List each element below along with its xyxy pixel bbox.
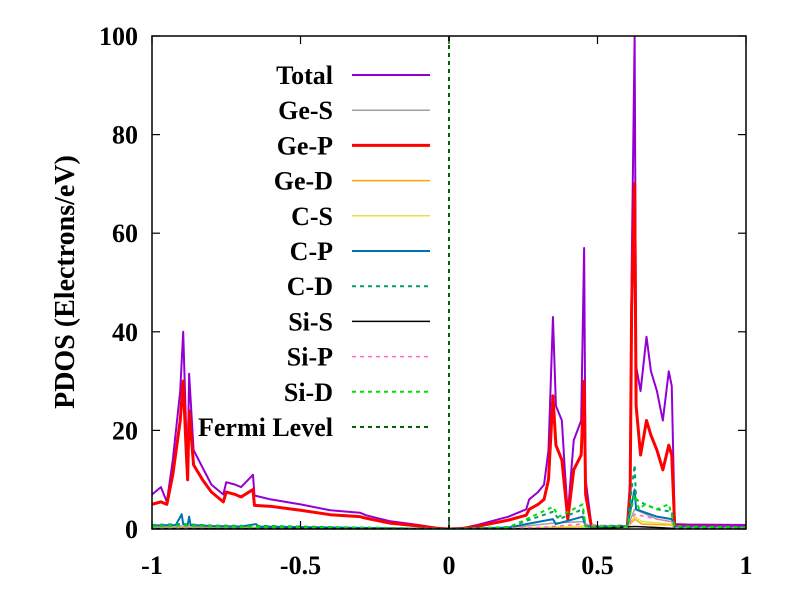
legend-entry-c-d: C-D [287, 272, 430, 301]
y-tick-label: 80 [112, 121, 138, 150]
series-line-si-p [152, 513, 746, 529]
legend-label: Total [276, 61, 333, 90]
y-tick-label: 100 [99, 22, 138, 51]
legend-entry-fermi-level: Fermi Level [198, 413, 430, 442]
y-tick-label: 40 [112, 318, 138, 347]
x-tick-label: 0.5 [581, 551, 614, 580]
legend-label: Si-P [287, 343, 333, 372]
legend-entry-c-s: C-S [291, 202, 430, 231]
series-line-ge-p [152, 182, 746, 529]
legend-entry-si-d: Si-D [284, 378, 430, 407]
legend-entry-ge-d: Ge-D [274, 167, 430, 196]
legend-label: Ge-D [274, 167, 333, 196]
y-axis-title: PDOS (Electrons/eV) [50, 155, 81, 409]
y-tick-label: 0 [125, 515, 138, 544]
series-line-si-d [152, 493, 746, 529]
legend-label: Ge-P [277, 131, 333, 160]
x-tick-label: -0.5 [280, 551, 321, 580]
legend-label: C-P [290, 237, 333, 266]
y-tick-label: 60 [112, 219, 138, 248]
legend-entry-si-s: Si-S [288, 307, 430, 336]
y-tick-label: 20 [112, 416, 138, 445]
legend-entry-si-p: Si-P [287, 343, 430, 372]
legend-entry-ge-s: Ge-S [278, 96, 430, 125]
ticks-layer: -1 -0.5 0 0.5 1 0 20 40 60 80 100 [99, 22, 753, 580]
legend-entry-total: Total [276, 61, 430, 90]
legend-entry-ge-p: Ge-P [277, 131, 430, 160]
legend: Total Ge-S Ge-P Ge-D C-S C-P C-D Si-S Si-P Si-D Fe… [198, 61, 430, 442]
x-tick-label: 0 [443, 551, 456, 580]
series-layer [152, 36, 746, 529]
legend-label: C-S [291, 202, 333, 231]
legend-entry-c-p: C-P [290, 237, 430, 266]
legend-label: Ge-S [278, 96, 333, 125]
legend-label: Fermi Level [198, 413, 333, 442]
legend-label: Si-D [284, 378, 333, 407]
legend-label: Si-S [288, 307, 333, 336]
x-tick-label: 1 [740, 551, 753, 580]
x-tick-label: -1 [141, 551, 163, 580]
legend-label: C-D [287, 272, 333, 301]
